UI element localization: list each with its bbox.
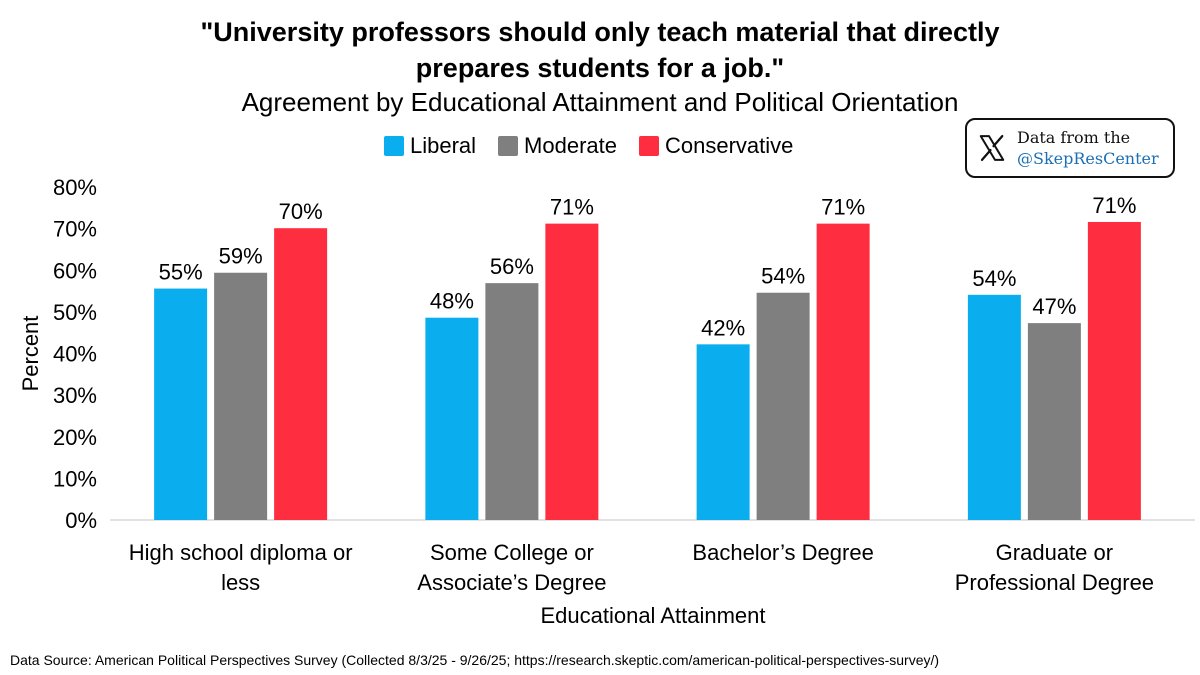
bar-moderate — [485, 283, 539, 520]
bar-moderate — [214, 272, 268, 520]
y-tick-label: 0% — [65, 508, 97, 533]
bar-liberal — [154, 288, 208, 520]
data-label: 71% — [1092, 193, 1136, 218]
x-axis-title: Educational Attainment — [540, 603, 765, 628]
chart-title: "University professors should only teach… — [0, 14, 1200, 86]
x-tick-label: Bachelor’s Degree — [692, 540, 873, 565]
legend-item-conservative: Conservative — [639, 133, 793, 159]
legend-label-moderate: Moderate — [524, 133, 617, 158]
x-tick-label: High school diploma or — [129, 540, 353, 565]
bar-liberal — [425, 317, 479, 520]
x-logo-icon — [979, 135, 1005, 161]
bar-conservative — [274, 228, 328, 521]
badge-handle: @SkepResCenter — [1017, 149, 1159, 168]
legend-swatch-conservative — [639, 136, 659, 156]
data-label: 55% — [159, 260, 203, 285]
y-tick-label: 80% — [53, 175, 97, 200]
y-tick-label: 40% — [53, 342, 97, 367]
x-tick-label: Some College or — [430, 540, 594, 565]
y-tick-label: 30% — [53, 383, 97, 408]
x-tick-label: Associate’s Degree — [417, 570, 606, 595]
data-label: 59% — [219, 244, 263, 269]
legend: Liberal Moderate Conservative — [384, 133, 815, 159]
badge-line-1: Data from the — [1017, 128, 1131, 147]
data-source-footer: Data Source: American Political Perspect… — [10, 652, 940, 668]
data-label: 54% — [972, 266, 1016, 291]
y-tick-label: 50% — [53, 300, 97, 325]
y-axis-title: Percent — [18, 316, 43, 392]
data-label: 71% — [550, 195, 594, 220]
bar-moderate — [756, 292, 810, 520]
x-tick-label: less — [221, 570, 260, 595]
bar-conservative — [545, 223, 599, 520]
data-label: 70% — [279, 199, 323, 224]
legend-item-moderate: Moderate — [498, 133, 617, 159]
bar-conservative — [1087, 221, 1141, 520]
bar-liberal — [696, 344, 750, 520]
bar-liberal — [967, 294, 1021, 520]
bar-moderate — [1027, 323, 1081, 520]
data-label: 56% — [490, 254, 534, 279]
bar-conservative — [816, 223, 870, 520]
data-label: 54% — [761, 264, 805, 289]
legend-swatch-liberal — [384, 136, 404, 156]
y-tick-label: 10% — [53, 466, 97, 491]
y-tick-label: 60% — [53, 258, 97, 283]
chart-title-line-1: "University professors should only teach… — [200, 17, 1000, 47]
data-label: 48% — [430, 289, 474, 314]
chart-title-line-2: prepares students for a job." — [415, 53, 785, 83]
legend-swatch-moderate — [498, 136, 519, 156]
legend-item-liberal: Liberal — [384, 133, 476, 159]
badge-text: Data from the @SkepResCenter — [1017, 127, 1159, 169]
data-label: 42% — [701, 315, 745, 340]
legend-label-liberal: Liberal — [410, 133, 477, 158]
data-label: 47% — [1032, 294, 1076, 319]
chart-subtitle: Agreement by Educational Attainment and … — [241, 87, 959, 117]
data-label: 71% — [821, 195, 865, 220]
y-tick-label: 20% — [53, 425, 97, 450]
y-tick-label: 70% — [53, 217, 97, 242]
attribution-badge: Data from the @SkepResCenter — [965, 118, 1175, 178]
legend-label-conservative: Conservative — [665, 133, 794, 158]
x-tick-label: Professional Degree — [955, 570, 1154, 595]
x-tick-label: Graduate or — [996, 540, 1113, 565]
